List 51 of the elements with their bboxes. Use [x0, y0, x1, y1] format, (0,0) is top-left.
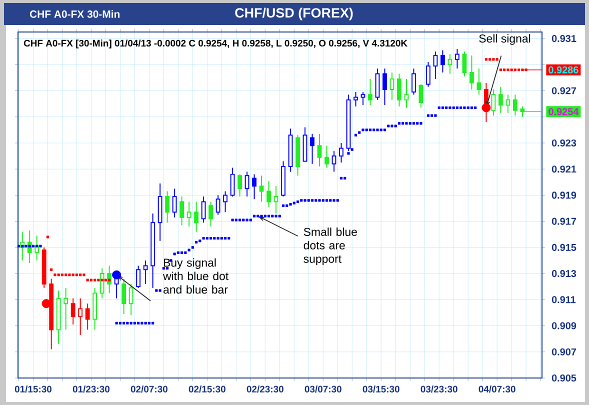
- candlestick: [172, 188, 177, 218]
- text: CHF A0-FX [30-Min] 01/04/13 -0.0002 C 0.9254, H 0.9258, L 0.9250, O 0.9256, V 4.3120K: [24, 40, 408, 48]
- candlestick: [382, 68, 387, 106]
- chart-title: CHF/USD (FOREX): [235, 8, 353, 20]
- x-tick-label: 02/15:30: [188, 386, 226, 393]
- candlestick: [390, 72, 394, 100]
- candlestick: [448, 54, 452, 74]
- candlestick: [404, 78, 409, 108]
- candlestick: [266, 180, 271, 208]
- candlestick: [78, 298, 83, 336]
- y-tick-label: 0.923: [552, 139, 576, 147]
- annotation: Buy signal with blue dot and blue bar: [163, 258, 229, 294]
- x-tick-label: 03/23:30: [420, 386, 458, 393]
- y-tick-label: 0.905: [552, 374, 576, 382]
- x-tick-label: 02/07:30: [130, 386, 168, 393]
- y-tick-label: 0.919: [552, 192, 576, 199]
- candlestick: [317, 133, 322, 167]
- annotation: Small blue dots are support: [304, 228, 357, 266]
- annotation: Sell signal: [479, 34, 530, 45]
- y-tick-label: 0.917: [552, 218, 576, 225]
- y-tick-label: 0.909: [552, 322, 576, 330]
- x-tick-label: 03/07:30: [304, 386, 342, 393]
- y-tick-label: 0.907: [552, 348, 576, 356]
- ref-line-label: 0.9254: [548, 108, 579, 116]
- candlestick: [506, 94, 510, 114]
- x-tick-label: 04/07:30: [478, 386, 516, 393]
- ref-line-label: 0.9286: [548, 66, 578, 74]
- y-tick-label: 0.931: [552, 34, 576, 42]
- x-tick-label: 01/23:30: [72, 386, 110, 393]
- y-tick-label: 0.913: [552, 270, 576, 278]
- candlestick: [194, 201, 198, 232]
- candlestick: [150, 212, 156, 288]
- candlestick: [296, 134, 300, 176]
- candlestick: [186, 201, 192, 228]
- candlestick: [64, 287, 68, 330]
- candlestick: [470, 54, 474, 90]
- x-tick-label: 03/15:30: [362, 386, 400, 393]
- candlestick: [259, 175, 264, 202]
- x-tick-label: 01/15:30: [14, 386, 52, 393]
- y-tick-label: 0.921: [552, 166, 576, 173]
- y-tick-label: 0.927: [552, 87, 576, 94]
- text: CHF A0-FX 30-Min: [30, 10, 120, 18]
- candlestick: [56, 290, 61, 345]
- y-tick-label: 0.911: [552, 296, 576, 304]
- candlestick: [274, 186, 278, 214]
- candlestick: [85, 303, 90, 330]
- candlestick: [354, 92, 358, 107]
- y-tick-label: 0.915: [552, 244, 576, 251]
- candlestick: [498, 86, 503, 114]
- candlestick: [158, 182, 162, 242]
- x-tick-label: 02/23:30: [246, 386, 284, 393]
